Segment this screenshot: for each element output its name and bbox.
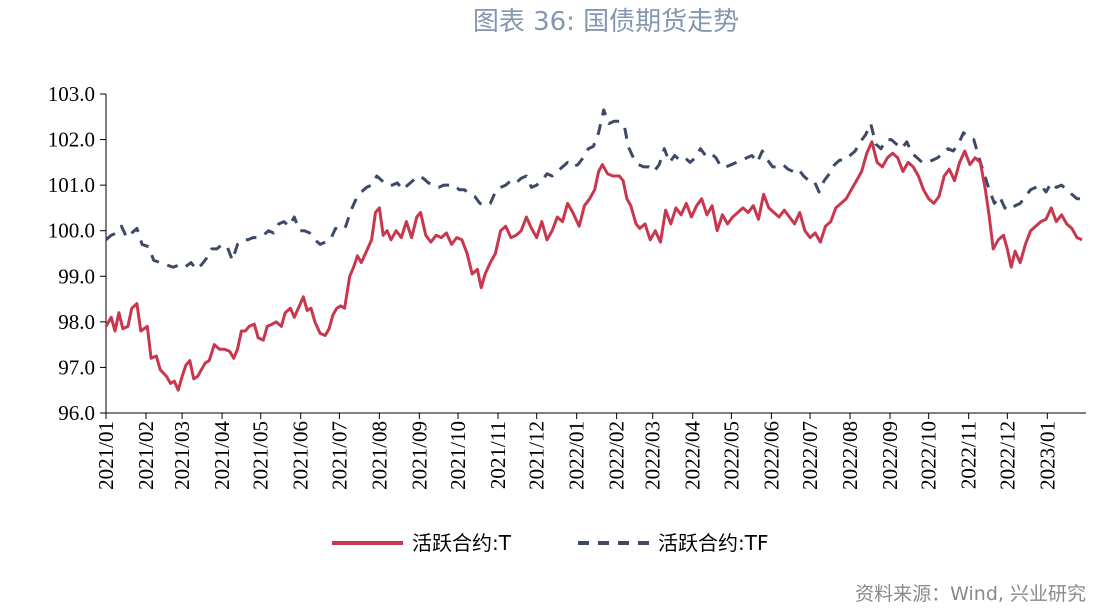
x-tick-label: 2021/10 <box>446 421 470 490</box>
x-tick-label: 2022/11 <box>957 421 981 489</box>
x-tick-label: 2023/01 <box>1035 421 1059 490</box>
x-tick-label: 2021/02 <box>134 421 158 490</box>
x-tick-label: 2021/04 <box>210 421 234 490</box>
y-tick-label: 99.0 <box>58 264 95 288</box>
y-tick-label: 102.0 <box>48 128 95 152</box>
y-tick-label: 96.0 <box>58 401 95 425</box>
x-tick-label: 2021/12 <box>525 421 549 490</box>
x-tick-label: 2021/11 <box>486 421 510 489</box>
x-tick-label: 2022/01 <box>565 421 589 490</box>
x-tick-label: 2021/08 <box>367 421 391 490</box>
x-tick-label: 2022/12 <box>995 421 1019 490</box>
x-tick-label: 2021/05 <box>249 421 273 490</box>
x-tick-label: 2022/08 <box>838 421 862 490</box>
x-tick-label: 2022/04 <box>681 421 705 490</box>
y-tick-label: 100.0 <box>48 219 95 243</box>
series-line-t <box>104 140 1083 392</box>
y-tick-label: 98.0 <box>58 310 95 334</box>
legend-label-tf: 活跃合约:TF <box>658 531 768 555</box>
x-tick-label: 2021/03 <box>170 421 194 490</box>
chart-legend: 活跃合约:T 活跃合约:TF <box>332 531 768 555</box>
chart-title: 图表 36: 国债期货走势 <box>473 7 739 37</box>
series-line-tf <box>105 108 1083 271</box>
x-tick-label: 2021/09 <box>407 421 431 490</box>
y-tick-label: 103.0 <box>48 82 95 106</box>
x-tick-label: 2022/03 <box>641 421 665 490</box>
x-tick-label: 2022/10 <box>917 421 941 490</box>
x-tick-label: 2022/05 <box>719 421 743 490</box>
x-tick-label: 2022/07 <box>798 421 822 490</box>
y-tick-label: 101.0 <box>48 173 95 197</box>
y-tick-label: 97.0 <box>58 355 95 379</box>
x-tick-label: 2022/06 <box>759 421 783 490</box>
chart-axes: 96.0 97.0 98.0 99.0 100.0 101.0 102.0 103.0 2021… <box>48 82 1086 490</box>
source-note: 资料来源：Wind, 兴业研究 <box>855 583 1086 605</box>
x-tick-label: 2021/07 <box>327 421 351 490</box>
x-tick-label: 2022/09 <box>878 421 902 490</box>
x-tick-label: 2022/02 <box>605 421 629 490</box>
legend-label-t: 活跃合约:T <box>412 531 512 555</box>
x-tick-label: 2021/06 <box>289 421 313 490</box>
chart-series <box>104 108 1083 392</box>
x-tick-label: 2021/01 <box>94 421 118 490</box>
